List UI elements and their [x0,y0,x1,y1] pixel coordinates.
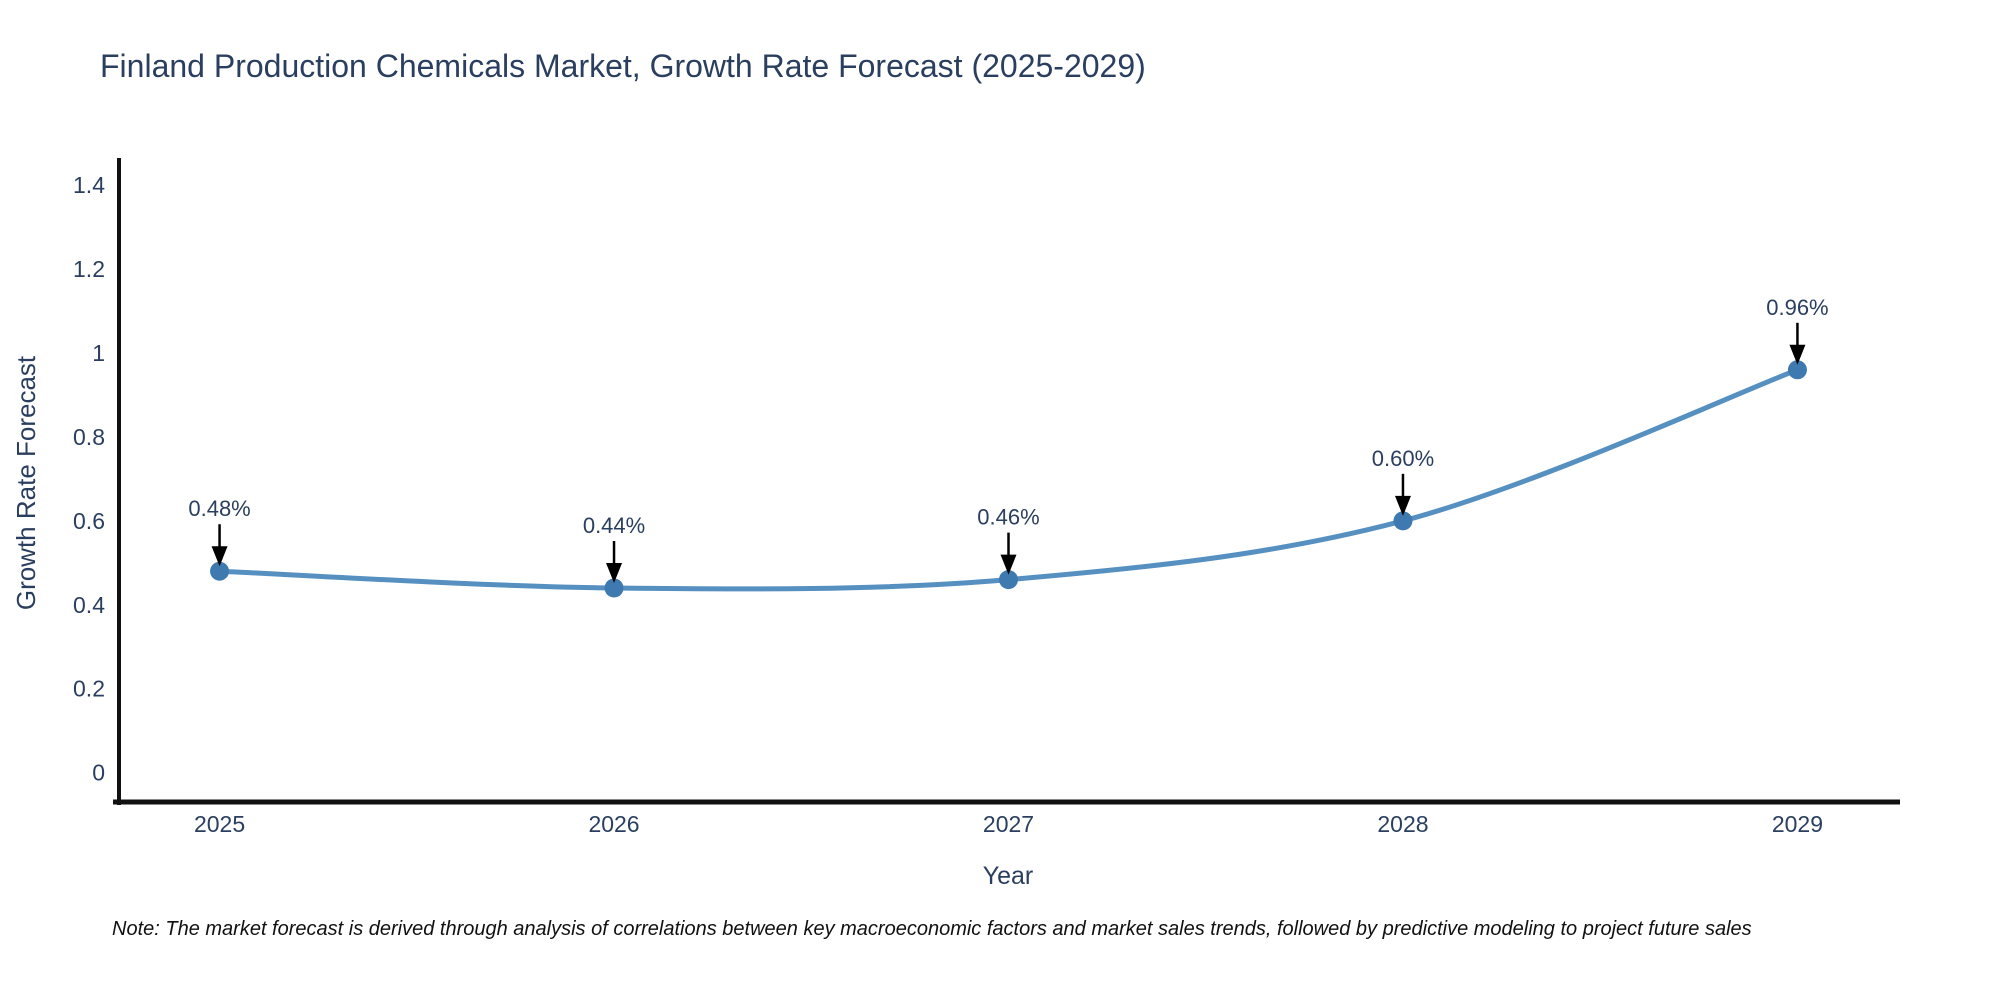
data-point-label: 0.48% [188,496,250,521]
annotation-arrow-head [1394,495,1411,516]
x-tick-label: 2026 [588,811,639,837]
data-point-marker [999,570,1018,590]
y-tick-label: 0.8 [73,424,105,450]
x-tick-label: 2025 [194,811,245,837]
data-point-label: 0.46% [977,505,1039,530]
data-point-marker [210,561,230,581]
data-point-marker [1393,511,1413,531]
data-point-label: 0.60% [1372,446,1434,471]
data-point-label: 0.44% [583,513,645,538]
y-tick-label: 0.2 [73,676,105,702]
annotation-arrow-head [1789,344,1806,365]
y-tick-label: 1.4 [73,172,105,198]
chart-title: Finland Production Chemicals Market, Gro… [100,48,1146,84]
y-tick-label: 1 [92,340,105,366]
y-tick-label: 0 [92,760,105,786]
x-tick-label: 2029 [1772,811,1823,837]
annotation-arrow-head [606,563,623,583]
y-tick-label: 1.2 [73,256,105,282]
y-tick-label: 0.4 [73,592,105,618]
x-tick-label: 2028 [1377,811,1428,837]
x-axis-title: Year [982,862,1034,890]
data-point-marker [604,578,624,598]
annotation-arrow-head [211,546,228,567]
data-point-marker [1787,360,1807,380]
y-tick-label: 0.6 [73,508,105,534]
footnote: Note: The market forecast is derived thr… [112,918,1752,940]
data-point-label: 0.96% [1766,295,1828,320]
x-tick-label: 2027 [983,811,1034,837]
annotation-arrow-head [1000,554,1017,575]
